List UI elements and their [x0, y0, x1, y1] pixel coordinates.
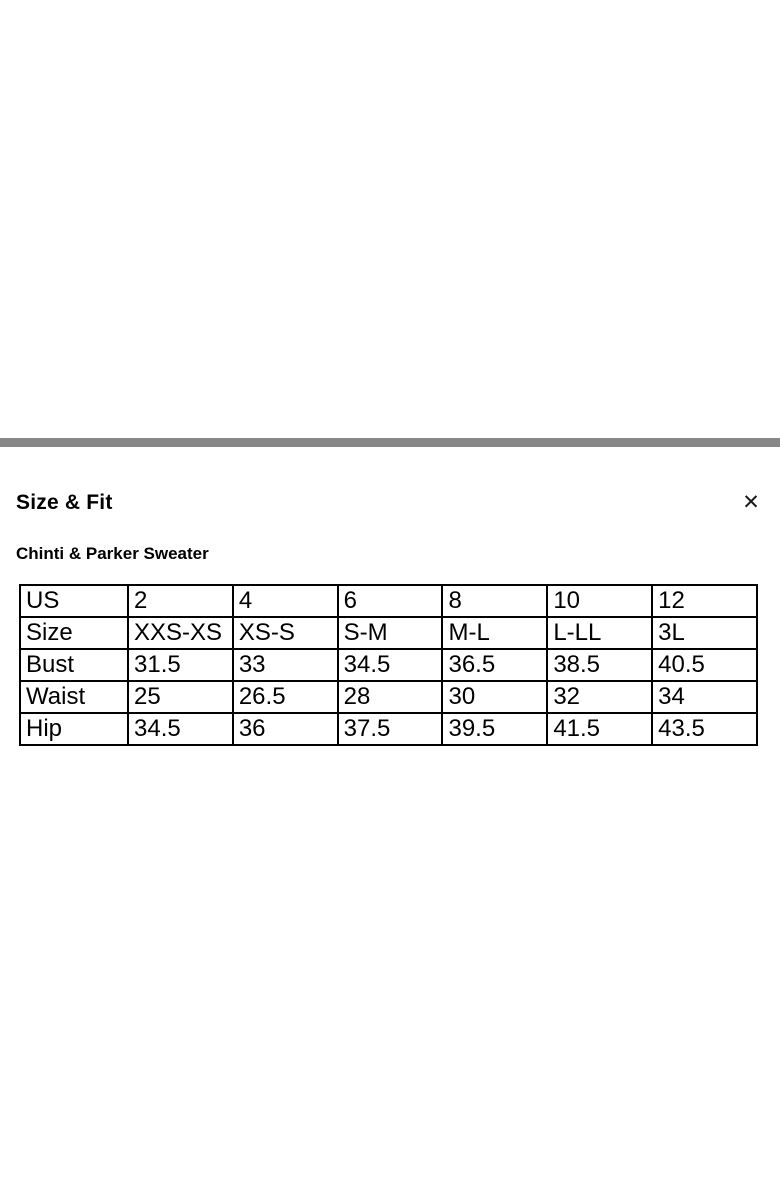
sheet-top-divider — [0, 438, 780, 447]
table-cell: 36 — [231, 711, 339, 746]
table-cell: 12 — [651, 583, 758, 618]
table-row-size: Size XXS-XS XS-S S-M M-L L-LL 3L — [19, 615, 758, 650]
table-cell: 33 — [231, 647, 339, 682]
table-cell: 34.5 — [127, 711, 234, 746]
table-cell: M-L — [441, 615, 549, 650]
table-cell: S-M — [336, 615, 444, 650]
table-cell: 28 — [336, 679, 444, 714]
table-cell: 43.5 — [651, 711, 758, 746]
page-background-area — [0, 0, 780, 438]
row-label: US — [19, 583, 129, 618]
panel-header: Size & Fit ✕ — [16, 491, 764, 514]
table-row-bust: Bust 31.5 33 34.5 36.5 38.5 40.5 — [19, 647, 758, 682]
table-cell: 25 — [127, 679, 234, 714]
table-cell: 41.5 — [546, 711, 654, 746]
product-name: Chinti & Parker Sweater — [16, 544, 209, 564]
table-cell: 34 — [651, 679, 758, 714]
row-label: Size — [19, 615, 129, 650]
table-cell: XXS-XS — [127, 615, 234, 650]
row-label: Hip — [19, 711, 129, 746]
table-cell: 30 — [441, 679, 549, 714]
table-cell: 2 — [127, 583, 234, 618]
table-cell: 39.5 — [441, 711, 549, 746]
table-cell: 6 — [336, 583, 444, 618]
table-cell: 40.5 — [651, 647, 758, 682]
table-cell: 8 — [441, 583, 549, 618]
table-cell: 37.5 — [336, 711, 444, 746]
size-chart-table: US 2 4 6 8 10 12 Size XXS-XS XS-S S-M M-… — [19, 583, 758, 746]
table-cell: 4 — [231, 583, 339, 618]
table-cell: 31.5 — [127, 647, 234, 682]
table-cell: XS-S — [231, 615, 339, 650]
panel-title: Size & Fit — [16, 491, 113, 514]
close-icon: ✕ — [742, 490, 760, 515]
table-cell: 26.5 — [231, 679, 339, 714]
table-cell: 34.5 — [336, 647, 444, 682]
row-label: Bust — [19, 647, 129, 682]
table-cell: 38.5 — [546, 647, 654, 682]
table-cell: 36.5 — [441, 647, 549, 682]
table-row-waist: Waist 25 26.5 28 30 32 34 — [19, 679, 758, 714]
table-row-us: US 2 4 6 8 10 12 — [19, 583, 758, 618]
table-row-hip: Hip 34.5 36 37.5 39.5 41.5 43.5 — [19, 711, 758, 746]
table-cell: 32 — [546, 679, 654, 714]
row-label: Waist — [19, 679, 129, 714]
table-cell: 3L — [651, 615, 758, 650]
table-cell: 10 — [546, 583, 654, 618]
close-button[interactable]: ✕ — [740, 492, 762, 514]
size-fit-panel: Size & Fit ✕ Chinti & Parker Sweater US … — [0, 491, 780, 746]
table-cell: L-LL — [546, 615, 654, 650]
